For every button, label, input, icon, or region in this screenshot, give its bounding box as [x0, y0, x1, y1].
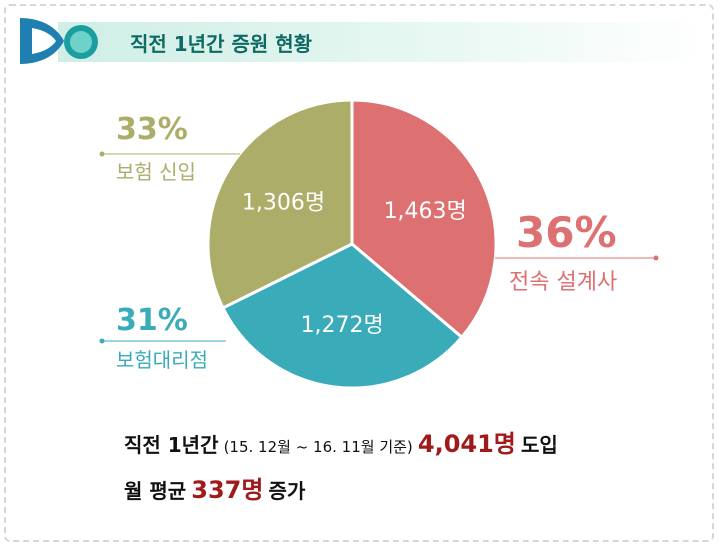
category-label-design: 전속 설계사 [509, 270, 618, 295]
slice-value-label-1: 1,272명 [301, 313, 384, 338]
pie-slice-2 [206, 98, 354, 310]
callout-line-agency-dot [99, 338, 105, 344]
summary-monthly-label: 월 평균 [124, 479, 187, 503]
summary-total-suffix: 도입 [520, 433, 558, 457]
summary-period-label: 직전 1년간 [124, 433, 219, 457]
pct-label-insurance: 33% [116, 112, 188, 147]
category-label-insurance: 보험 신입 [116, 160, 196, 184]
summary-monthly-suffix: 증가 [268, 479, 306, 503]
header: 직전 1년간 증원 현황 [18, 14, 704, 68]
pct-label-design: 36% [516, 208, 617, 257]
summary-line-1: 직전 1년간 (15. 12월 ~ 16. 11월 기준) 4,041명 도입 [124, 424, 558, 459]
slice-value-label-0: 1,463명 [384, 199, 467, 224]
pct-label-agency: 31% [116, 303, 188, 338]
page-title: 직전 1년간 증원 현황 [130, 32, 313, 56]
header-bar [58, 22, 704, 62]
category-label-agency: 보험대리점 [116, 348, 208, 372]
callout-line-design-dot [653, 255, 659, 261]
summary-total-value: 4,041명 [417, 430, 516, 458]
circle-logo-icon [20, 18, 98, 64]
summary-line-2: 월 평균 337명 증가 [124, 470, 305, 505]
summary-monthly-value: 337명 [191, 476, 264, 504]
summary-period-range: (15. 12월 ~ 16. 11월 기준) [223, 438, 413, 456]
callout-line-insurance-dot [99, 151, 105, 157]
slice-value-label-2: 1,306명 [242, 190, 325, 215]
pie-slice-0 [350, 98, 498, 340]
